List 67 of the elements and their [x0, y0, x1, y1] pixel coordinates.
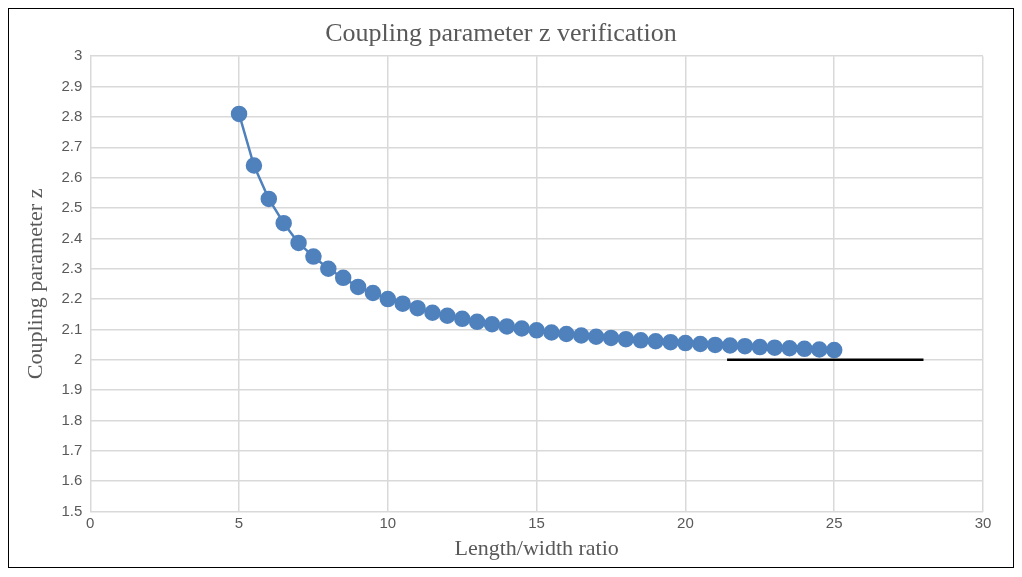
point	[305, 248, 322, 265]
point	[602, 329, 620, 347]
point	[320, 260, 337, 277]
x-tick-label: 0	[86, 513, 95, 531]
point	[528, 322, 545, 339]
y-tick-label: 2.4	[61, 228, 83, 246]
point	[230, 105, 248, 123]
point	[632, 332, 650, 349]
point	[677, 334, 694, 352]
x-tick-label: 25	[825, 513, 843, 531]
point	[825, 341, 843, 359]
y-tick-label: 2.5	[61, 198, 83, 216]
point	[721, 337, 739, 354]
point	[706, 336, 724, 354]
point	[662, 333, 679, 351]
y-tick-label: 2.6	[61, 167, 83, 185]
point	[245, 157, 263, 174]
point	[439, 307, 456, 325]
point	[379, 290, 397, 308]
point	[766, 339, 783, 356]
x-tick-label: 30	[974, 513, 992, 531]
point	[543, 324, 560, 341]
point	[453, 310, 471, 328]
y-tick-label: 2.9	[61, 76, 83, 94]
point	[558, 325, 575, 343]
y-tick-label: 1.7	[61, 441, 83, 459]
y-tick-label: 1.5	[61, 501, 83, 519]
x-tick-label: 10	[379, 513, 397, 531]
point	[349, 278, 367, 296]
y-tick-label: 3	[73, 46, 83, 64]
point	[781, 340, 798, 357]
point	[468, 313, 486, 331]
point	[811, 341, 828, 358]
y-tick-label: 2.8	[61, 107, 83, 125]
point	[587, 328, 605, 345]
y-tick-label: 2.1	[61, 319, 83, 337]
point	[736, 337, 754, 355]
point	[751, 338, 769, 356]
point	[647, 333, 664, 350]
y-tick-label: 2.2	[61, 289, 83, 307]
y-tick-label: 1.6	[61, 471, 83, 489]
point	[290, 234, 307, 252]
point	[498, 318, 516, 335]
point	[796, 340, 813, 358]
point	[573, 327, 590, 344]
point	[394, 295, 411, 312]
point	[617, 330, 635, 348]
chart-title: Coupling parameter z verification	[325, 18, 677, 48]
y-tick-label: 1.8	[61, 410, 83, 428]
point	[364, 284, 382, 302]
y-tick-label: 1.9	[61, 380, 83, 398]
x-tick-label: 20	[677, 513, 694, 531]
y-axis-title: Coupling parameter z	[21, 188, 47, 380]
y-tick-label: 2.3	[61, 258, 83, 276]
y-tick-label: 2.7	[61, 137, 83, 155]
x-tick-label: 15	[528, 513, 545, 531]
x-axis-title: Length/width ratio	[454, 534, 619, 560]
point	[260, 190, 278, 208]
point	[409, 299, 426, 317]
point	[334, 269, 352, 287]
x-tick-label: 5	[234, 513, 244, 531]
y-tick-label: 2	[73, 349, 83, 367]
point	[275, 214, 292, 232]
point	[513, 320, 530, 337]
point	[692, 335, 709, 353]
point	[483, 316, 501, 333]
point	[424, 304, 441, 321]
